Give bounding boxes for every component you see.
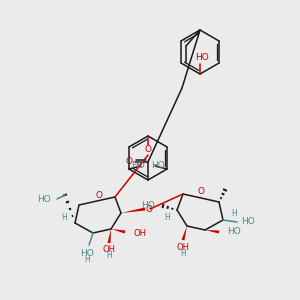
Text: HO: HO bbox=[80, 248, 94, 257]
Text: H: H bbox=[231, 209, 237, 218]
Text: H: H bbox=[61, 212, 67, 221]
Text: O: O bbox=[197, 188, 205, 196]
Text: O: O bbox=[95, 190, 103, 200]
Text: HO: HO bbox=[131, 160, 145, 169]
Polygon shape bbox=[107, 229, 111, 243]
Text: H: H bbox=[164, 214, 170, 223]
Text: HO: HO bbox=[151, 160, 165, 169]
Polygon shape bbox=[111, 229, 125, 233]
Text: HO: HO bbox=[37, 194, 51, 203]
Polygon shape bbox=[205, 230, 219, 233]
Polygon shape bbox=[182, 226, 187, 240]
Text: OH: OH bbox=[176, 242, 190, 251]
Polygon shape bbox=[121, 208, 145, 213]
Text: OH: OH bbox=[133, 229, 146, 238]
Text: HO: HO bbox=[141, 200, 155, 209]
Text: HO: HO bbox=[241, 218, 255, 226]
Text: H: H bbox=[106, 250, 112, 260]
Text: OH: OH bbox=[103, 244, 116, 253]
Text: O: O bbox=[145, 146, 152, 154]
Text: H: H bbox=[180, 248, 186, 257]
Text: H: H bbox=[84, 254, 90, 263]
Text: O: O bbox=[125, 158, 133, 166]
Text: O: O bbox=[146, 205, 152, 214]
Text: HO: HO bbox=[227, 227, 241, 236]
Text: HO: HO bbox=[195, 53, 209, 62]
